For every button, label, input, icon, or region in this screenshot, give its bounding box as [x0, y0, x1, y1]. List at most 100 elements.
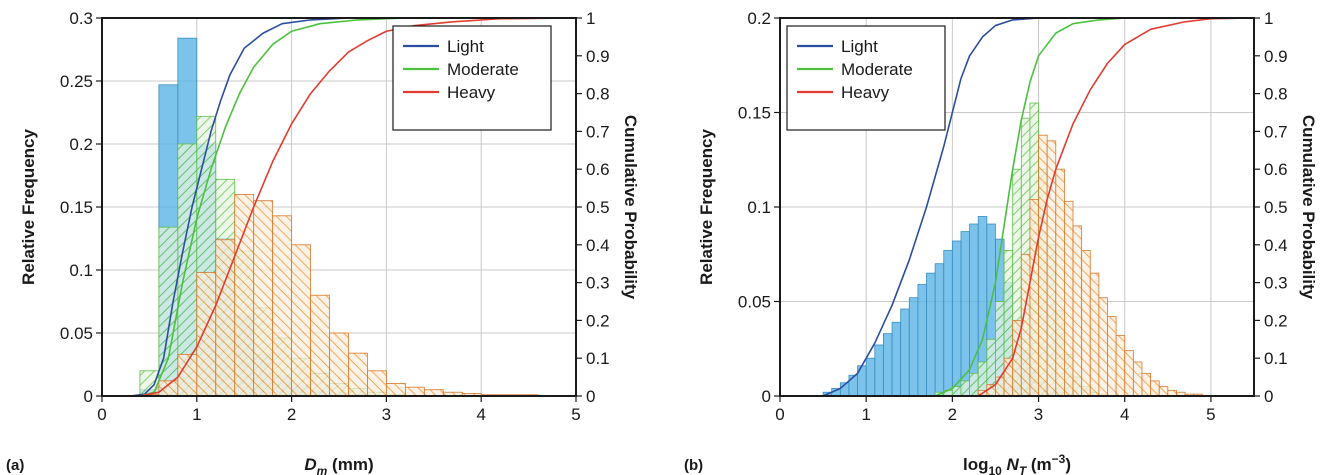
bar-heavy	[158, 380, 179, 397]
bar-heavy	[291, 244, 311, 397]
y-right-tick-label: 0.4	[586, 236, 610, 255]
bar-heavy	[1115, 335, 1126, 397]
y-right-tick-label: 0	[1264, 387, 1273, 406]
bar-heavy	[1072, 225, 1083, 397]
y-right-tick-label: 0.6	[1264, 160, 1288, 179]
bar-light	[934, 263, 945, 397]
bar-light	[917, 284, 927, 397]
x-axis-log-base: 10	[988, 464, 1002, 475]
y-tick-label: 0.05	[738, 293, 771, 312]
bar-moderate	[969, 372, 979, 397]
x-axis-title: Dm (mm)	[304, 455, 373, 475]
x-tick-label: 4	[1120, 405, 1129, 424]
bar-light	[943, 250, 953, 397]
bar-heavy	[1064, 200, 1074, 397]
x-tick-label: 2	[948, 405, 957, 424]
bar-heavy	[272, 215, 293, 397]
bar-light	[865, 357, 876, 397]
bar-heavy	[1124, 350, 1134, 397]
y-tick-label: 0.05	[60, 324, 93, 343]
bar-heavy	[1141, 372, 1151, 397]
x-axis-title: log10 NT (m−3)	[963, 452, 1071, 475]
y-right-tick-label: 1	[586, 9, 595, 28]
x-axis-subscript: T	[1019, 464, 1028, 475]
y-right-tick-label: 0.7	[586, 122, 610, 141]
legend-box	[392, 25, 552, 131]
y-right-tick-label: 0.2	[586, 311, 610, 330]
y-tick-label: 0	[84, 387, 93, 406]
legend-label-heavy: Heavy	[841, 83, 890, 102]
x-axis-subscript: m	[317, 464, 328, 475]
legend-label-light: Light	[841, 37, 878, 56]
y-right-tick-label: 0.3	[1264, 274, 1288, 293]
bar-heavy	[348, 352, 368, 397]
y-right-tick-label: 0.2	[1264, 311, 1288, 330]
y-right-tick-label: 0.9	[586, 47, 610, 66]
x-tick-label: 4	[476, 405, 485, 424]
y-tick-label: 0.15	[60, 198, 93, 217]
x-axis-symbol: D	[304, 455, 316, 474]
bar-heavy	[995, 376, 1005, 397]
x-tick-label: 3	[382, 405, 391, 424]
y-tick-label: 0.2	[69, 135, 93, 154]
cdf-line-moderate	[102, 17, 576, 397]
y-tick-label: 0.15	[738, 104, 771, 123]
cdf-line-light	[102, 17, 576, 397]
y-axis-title: Relative Frequency	[697, 129, 716, 285]
bar-heavy	[1055, 168, 1065, 397]
bar-heavy	[1132, 361, 1143, 397]
y-tick-label: 0.3	[69, 9, 93, 28]
x-tick-label: 5	[571, 405, 580, 424]
y-right-axis-title: Cumulative Probability	[1299, 115, 1318, 300]
y-right-tick-label: 0.1	[586, 349, 610, 368]
bar-light	[951, 240, 962, 397]
x-tick-label: 3	[1034, 405, 1043, 424]
bar-moderate	[960, 380, 970, 397]
bar-light	[848, 374, 858, 397]
bar-heavy	[1089, 272, 1100, 397]
cdf-line-heavy	[780, 17, 1255, 397]
legend: Light Moderate Heavy	[392, 25, 552, 131]
bar-heavy	[404, 386, 425, 397]
panel-b: 0 1 2 3 4 5 0 0.05 0.1 0.15 0.2 0 0.1 0.2 0.3 0.4 0.5 0.6…	[684, 9, 1318, 475]
y-tick-label: 0	[762, 387, 771, 406]
bar-heavy	[196, 272, 217, 397]
y-right-tick-label: 0.8	[1264, 85, 1288, 104]
bar-light	[874, 344, 884, 397]
y-right-tick-label: 0.5	[1264, 198, 1288, 217]
x-axis-unit-close: )	[1065, 455, 1071, 474]
y-right-tick-label: 1	[1264, 9, 1273, 28]
y-right-tick-label: 0.1	[1264, 349, 1288, 368]
bar-heavy	[1081, 250, 1091, 397]
x-tick-label: 5	[1206, 405, 1215, 424]
x-axis-log: log	[963, 455, 989, 474]
bar-heavy	[1046, 140, 1057, 397]
y-right-axis-title: Cumulative Probability	[621, 115, 640, 300]
x-tick-label: 0	[97, 405, 106, 424]
y-tick-label: 0.1	[69, 261, 93, 280]
histogram-heavy	[139, 193, 539, 397]
legend-label-moderate: Moderate	[841, 60, 913, 79]
bar-moderate	[158, 226, 179, 397]
y-tick-label: 0.25	[60, 72, 93, 91]
bar-heavy	[1038, 134, 1048, 397]
bar-heavy	[385, 382, 406, 397]
y-right-tick-label: 0.9	[1264, 47, 1288, 66]
bar-light	[900, 308, 910, 397]
y-right-tick-label: 0.3	[586, 274, 610, 293]
bar-heavy	[329, 332, 349, 397]
bar-heavy	[367, 370, 387, 397]
bar-heavy	[1029, 199, 1039, 397]
y-right-tick-label: 0.6	[586, 160, 610, 179]
bar-light	[969, 223, 979, 397]
panel-label: (a)	[6, 457, 24, 474]
bar-heavy	[1150, 380, 1160, 397]
bar-light	[891, 321, 902, 397]
legend-label-heavy: Heavy	[447, 83, 496, 102]
panel-label: (b)	[684, 457, 703, 474]
x-tick-label: 1	[192, 405, 201, 424]
bar-light	[908, 297, 919, 397]
bar-heavy	[1107, 316, 1117, 397]
x-axis-unit: (mm)	[327, 455, 373, 474]
